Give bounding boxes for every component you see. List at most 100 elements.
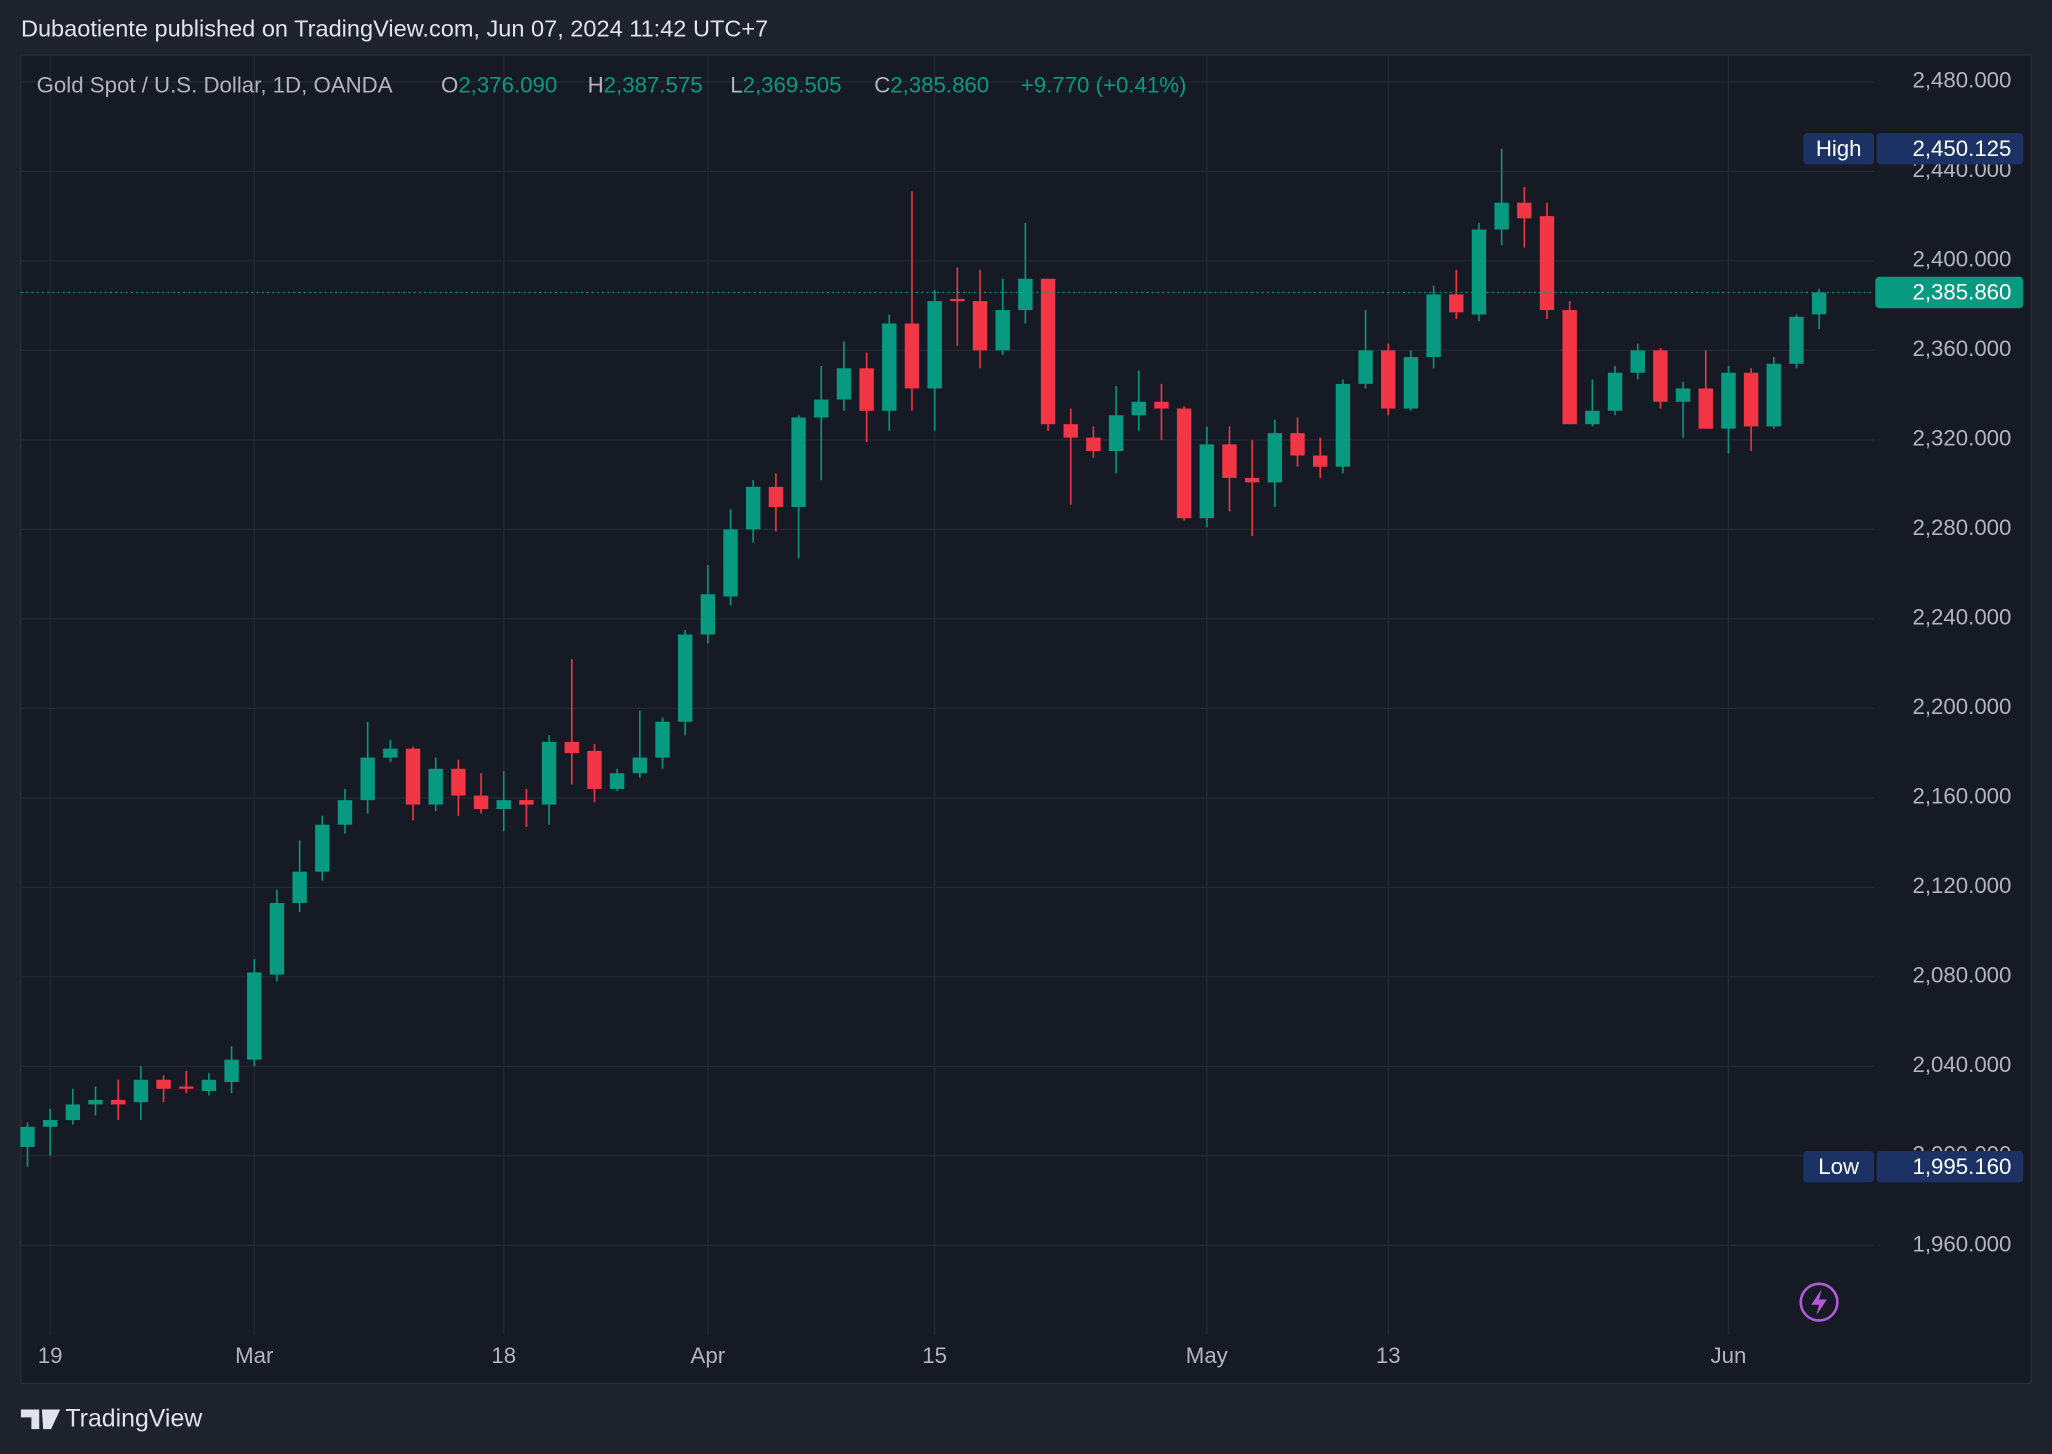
candle-body (1471, 229, 1487, 315)
marker-tag: Low (1818, 1154, 1860, 1179)
legend-key: L (730, 72, 742, 97)
marker-value-box (1876, 1151, 2024, 1183)
candle-body (655, 721, 670, 758)
marker-tag-box (1803, 132, 1875, 165)
candle-body (995, 310, 1010, 351)
candle-body (1675, 388, 1691, 402)
y-tick-label: 1,960.000 (1913, 1231, 2012, 1256)
candle-body (383, 748, 398, 758)
candle-body (1426, 294, 1441, 358)
legend: Gold Spot / U.S. Dollar, 1D, OANDA O2,37… (37, 72, 1187, 97)
candle-body (292, 871, 307, 904)
candle-body (269, 903, 285, 975)
candle-body (65, 1104, 81, 1121)
candle-body (1335, 383, 1351, 467)
y-tick-label: 2,320.000 (1913, 426, 2012, 451)
candle-body (791, 417, 806, 507)
brand-name: TradingView (65, 1405, 203, 1433)
x-tick-label: 13 (1376, 1343, 1401, 1368)
candle-body (451, 768, 466, 796)
alert-bolt[interactable] (1811, 1289, 1827, 1316)
candle-body (1585, 410, 1600, 425)
candle-body (1313, 455, 1328, 467)
candle-body (247, 972, 262, 1060)
marker-tag: High (1816, 136, 1862, 161)
legend-value: 2,385.860 (890, 72, 989, 97)
x-tick-label: Mar (235, 1343, 274, 1368)
candle-body (746, 486, 761, 530)
candle-body (859, 368, 874, 411)
candle-body (496, 800, 511, 810)
candle-body (814, 399, 829, 418)
candle-body (1381, 350, 1396, 409)
candle-body (156, 1079, 171, 1089)
candle-body (1267, 433, 1283, 483)
y-tick-label: 2,240.000 (1913, 605, 2012, 630)
candle-body (882, 323, 897, 411)
y-tick-label: 2,360.000 (1913, 336, 2012, 361)
candle-body (201, 1079, 217, 1091)
x-tick-label: Jun (1711, 1343, 1747, 1368)
x-tick-label: May (1186, 1343, 1229, 1368)
x-tick-label: 15 (922, 1343, 947, 1368)
candle-body (1244, 477, 1260, 483)
y-tick-label: 2,040.000 (1913, 1052, 2012, 1077)
marker-value-box (1876, 132, 2024, 165)
candle-body (1494, 202, 1509, 230)
candle-body (1108, 415, 1124, 452)
x-tick-label: Apr (691, 1343, 726, 1368)
candle-body (1199, 444, 1215, 519)
marker-tag-box (1803, 1151, 1875, 1183)
candle-body (405, 748, 421, 805)
alert-circle[interactable] (1799, 1282, 1839, 1322)
candle-body (1562, 310, 1577, 425)
candle-body (1222, 444, 1237, 478)
y-tick-label: 2,200.000 (1913, 694, 2012, 719)
candle-body (1789, 316, 1804, 364)
candle-body (428, 768, 443, 805)
candle-body (632, 757, 648, 774)
candle-body (768, 486, 784, 507)
legend-key: H (588, 72, 604, 97)
candle-body (20, 1126, 35, 1147)
candle-body (723, 529, 738, 597)
publish-header: Dubaotiente published on TradingView.com… (21, 15, 768, 41)
marker-value: 1,995.160 (1913, 1154, 2012, 1179)
candle-body (88, 1099, 103, 1105)
legend-key: O (441, 72, 458, 97)
legend-value: 2,387.575 (604, 72, 703, 97)
candle-body (1449, 294, 1464, 313)
last-price-label: 2,385.860 (1913, 280, 2012, 305)
y-tick-label: 2,400.000 (1913, 247, 2012, 272)
x-tick-label: 18 (491, 1343, 516, 1368)
y-tick-label: 2,480.000 (1913, 68, 2012, 93)
candle-body (1653, 350, 1668, 402)
legend-value: 2,376.090 (458, 72, 557, 97)
candle-body (972, 301, 988, 351)
candle-body (179, 1086, 194, 1089)
legend-change: +9.770 (+0.41%) (1021, 72, 1187, 97)
legend-value: 2,369.505 (743, 72, 842, 97)
candle-body (587, 750, 602, 789)
x-tick-label: 19 (38, 1343, 63, 1368)
candle-body (700, 594, 716, 635)
candle-body (564, 741, 579, 754)
legend-key: C (874, 72, 890, 97)
candle-body (1018, 278, 1033, 311)
candle-body (519, 800, 534, 805)
candle-body (836, 368, 852, 400)
candle-body (677, 634, 693, 722)
alert-icon[interactable] (1799, 1282, 1839, 1322)
symbol-title: Gold Spot / U.S. Dollar, 1D, OANDA (37, 72, 393, 97)
candle-body (1063, 424, 1078, 438)
y-tick-label: 2,120.000 (1913, 873, 2012, 898)
brand-logo (20, 1409, 61, 1430)
candle-body (1517, 202, 1532, 219)
candle-body (1743, 372, 1759, 427)
candle-body (1630, 350, 1645, 373)
marker-value: 2,450.125 (1913, 136, 2012, 161)
candle-body (1131, 401, 1146, 416)
candle-body (224, 1059, 239, 1083)
